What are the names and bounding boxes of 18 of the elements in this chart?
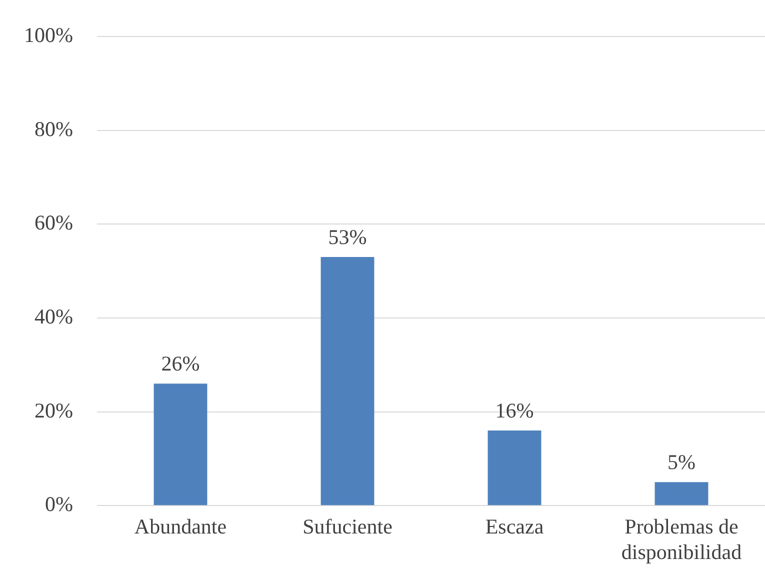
bar (320, 257, 374, 506)
data-label: 26% (161, 352, 200, 376)
x-tick-label: Escaza (485, 514, 544, 539)
bar (654, 482, 708, 506)
x-tick-label: Problemas de disponibilidad (621, 514, 742, 564)
y-tick-label: 20% (34, 398, 73, 422)
bar (488, 430, 542, 506)
y-tick-label: 100% (24, 23, 73, 48)
y-tick-label: 40% (34, 304, 73, 329)
data-label: 53% (328, 225, 367, 250)
y-tick-label: 60% (34, 210, 73, 235)
data-label: 16% (495, 398, 534, 423)
data-label: 5% (668, 450, 696, 474)
x-tick-label: Sufuciente (302, 514, 392, 539)
bar (154, 384, 208, 506)
y-tick-label: 0% (44, 492, 73, 516)
y-tick-label: 80% (34, 116, 73, 141)
x-tick-label: Abundante (134, 514, 227, 539)
